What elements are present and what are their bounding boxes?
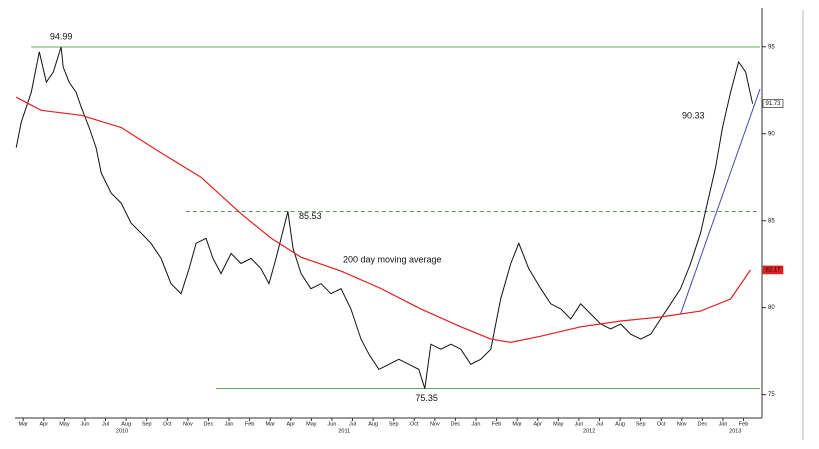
- y-tick-label: 75: [768, 392, 775, 398]
- last-value-label: 91.73: [765, 101, 781, 107]
- price-line: [15, 46, 754, 389]
- x-tick-label: Jul: [596, 421, 603, 427]
- x-tick-label: Feb: [492, 421, 501, 427]
- x-tick-label: Mar: [512, 421, 522, 427]
- year-label: 2010: [116, 428, 128, 434]
- x-tick-label: Aug: [615, 421, 625, 427]
- x-tick-label: Nov: [430, 421, 440, 427]
- trendline: [680, 88, 761, 315]
- annotation: 90.33: [682, 110, 705, 120]
- x-tick-label: Jun: [327, 421, 336, 427]
- x-tick-label: Feb: [739, 421, 748, 427]
- x-tick-label: Sep: [389, 421, 399, 427]
- x-tick-label: Apr: [533, 421, 542, 427]
- x-tick-label: Oct: [163, 421, 172, 427]
- x-tick-label: Dec: [451, 421, 461, 427]
- level-label: 75.35: [415, 393, 438, 403]
- last-value-label: 82.17: [765, 267, 781, 273]
- last-value-box: [762, 99, 784, 108]
- x-tick-label: May: [553, 421, 564, 427]
- x-tick-label: Aug: [121, 421, 131, 427]
- x-tick-label: Nov: [183, 421, 193, 427]
- x-tick-label: May: [59, 421, 70, 427]
- x-tick-label: May: [306, 421, 317, 427]
- y-tick-label: 90: [768, 131, 775, 137]
- x-tick-label: Jun: [574, 421, 583, 427]
- x-tick-label: Jun: [81, 421, 90, 427]
- x-tick-label: Jan: [719, 421, 728, 427]
- x-tick-label: Sep: [636, 421, 646, 427]
- x-tick-label: Feb: [245, 421, 254, 427]
- x-tick-label: Dec: [204, 421, 214, 427]
- x-tick-label: Dec: [697, 421, 707, 427]
- x-tick-label: Mar: [18, 421, 28, 427]
- x-tick-label: Sep: [142, 421, 152, 427]
- y-tick-label: 80: [768, 305, 775, 311]
- x-tick-label: Jan: [225, 421, 234, 427]
- x-tick-label: Mar: [265, 421, 275, 427]
- last-value-box: [762, 265, 784, 275]
- x-tick-label: Jul: [349, 421, 356, 427]
- x-tick-label: Aug: [368, 421, 378, 427]
- y-tick-label: 95: [768, 44, 775, 50]
- x-tick-label: Jul: [102, 421, 109, 427]
- x-tick-label: Jan: [472, 421, 481, 427]
- y-tick-label: 85: [768, 218, 775, 224]
- year-label: 2012: [583, 428, 595, 434]
- series-label: 200 day moving average: [343, 254, 442, 264]
- x-tick-label: Nov: [677, 421, 687, 427]
- level-label: 94.99: [50, 31, 73, 41]
- x-tick-label: Oct: [410, 421, 419, 427]
- x-tick-label: Apr: [286, 421, 295, 427]
- x-tick-label: Apr: [40, 421, 49, 427]
- level-label: 85.53: [299, 211, 322, 221]
- x-tick-label: Oct: [657, 421, 666, 427]
- year-label: 2013: [729, 428, 741, 434]
- moving-average-line: [15, 96, 751, 344]
- year-label: 2011: [338, 428, 350, 434]
